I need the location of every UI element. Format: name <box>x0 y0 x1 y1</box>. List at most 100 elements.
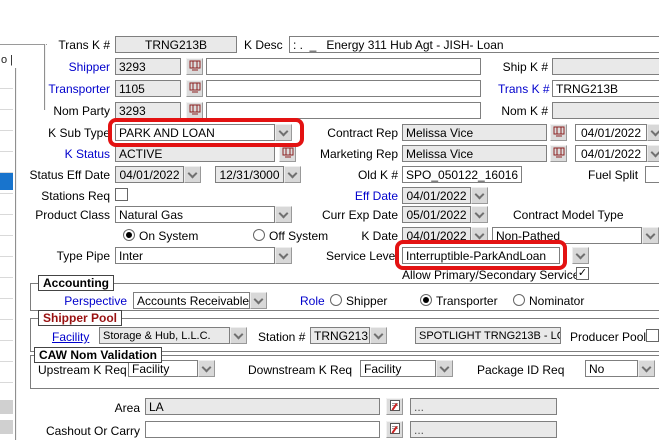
transporter-lookup-button[interactable] <box>186 80 203 97</box>
background-text-fragment: o | <box>1 54 14 66</box>
downstream-k-req-dropdown-button[interactable] <box>436 360 453 377</box>
accounting-groupbox <box>30 283 659 311</box>
marketing-rep-lookup-button[interactable] <box>550 145 567 162</box>
k-date-label: K Date <box>361 229 398 243</box>
area-field[interactable]: LA <box>145 398 380 415</box>
facility-link-label[interactable]: Facility <box>52 330 90 344</box>
perspective-field[interactable]: Accounts Receivable <box>133 292 250 309</box>
facility-field[interactable]: Storage & Hub, L.L.C. <box>99 327 230 344</box>
k-date-dropdown-button[interactable] <box>471 227 488 244</box>
product-class-field[interactable]: Natural Gas <box>115 206 275 223</box>
nom-party-id-field[interactable]: 3293 <box>115 102 181 119</box>
shipper-name-link[interactable]: : Energy, LLC <box>217 74 316 75</box>
contract-rep-date-dropdown-button[interactable] <box>647 124 659 141</box>
status-eff-from-dropdown-button[interactable] <box>184 166 201 183</box>
nom-party-name-link[interactable]: : Energy, LLC <box>217 118 316 119</box>
lookup-icon <box>553 146 565 161</box>
allow-service-checkbox[interactable] <box>576 267 589 280</box>
nom-party-name-field[interactable]: : Energy, LLC <box>206 102 481 119</box>
curr-exp-date-field[interactable]: 05/01/2022 <box>402 206 471 223</box>
contract-rep-label: Contract Rep <box>327 126 398 140</box>
trans-k2-field[interactable]: TRNG213B <box>552 80 659 97</box>
contract-rep-date-field[interactable]: 04/01/2022 <box>575 124 647 141</box>
station-field[interactable]: TRNG213B <box>310 327 370 344</box>
upstream-k-req-field[interactable]: Facility <box>128 360 198 377</box>
k-date-field[interactable]: 04/01/2022 <box>402 227 471 244</box>
transporter-id-field[interactable]: 1105 <box>115 80 181 97</box>
trans-k-field[interactable]: TRNG213B <box>115 36 237 53</box>
marketing-rep-field[interactable]: Melissa Vice <box>402 145 547 162</box>
perspective-dropdown-button[interactable] <box>250 292 267 309</box>
ship-k-field[interactable] <box>552 58 659 75</box>
on-system-radio[interactable] <box>123 229 135 241</box>
old-k-field[interactable]: SPO_050122_16016 <box>402 166 522 183</box>
fuel-split-field[interactable] <box>645 166 659 183</box>
type-pipe-field[interactable]: Inter <box>115 247 275 264</box>
pool-description-field[interactable]: SPOTLIGHT TRNG213B - LOAN PO... <box>415 327 561 344</box>
marketing-rep-label: Marketing Rep <box>319 147 398 161</box>
note-icon <box>389 399 401 415</box>
package-id-req-field[interactable]: No <box>585 360 638 377</box>
k-desc-field[interactable]: : . _ Energy 311 Hub Agt - JISH- Loan <box>289 36 659 53</box>
background-panel-edge-highlight <box>16 68 17 440</box>
status-eff-to-dropdown-button[interactable] <box>284 166 301 183</box>
chevron-down-icon <box>278 208 289 218</box>
area-label: Area <box>114 401 140 415</box>
k-sub-type-field[interactable]: PARK AND LOAN <box>115 124 275 141</box>
type-pipe-dropdown-button[interactable] <box>275 247 292 264</box>
downstream-k-req-field[interactable]: Facility <box>360 360 436 377</box>
role-nominator-radio[interactable] <box>513 294 525 306</box>
k-status-lookup-button[interactable] <box>279 145 296 162</box>
curr-exp-date-dropdown-button[interactable] <box>471 206 488 223</box>
background-selected-row[interactable] <box>0 173 13 190</box>
eff-date-field[interactable]: 04/01/2022 <box>402 187 471 204</box>
note-icon <box>389 422 401 438</box>
cashout-or-carry-field[interactable] <box>145 421 380 438</box>
role-shipper-radio[interactable] <box>330 294 342 306</box>
chevron-down-icon <box>233 329 244 339</box>
contract-model-field[interactable]: Non-Pathed <box>492 227 642 244</box>
perspective-label: Perspective <box>64 294 127 308</box>
shipper-name-field[interactable]: : Energy, LLC <box>206 58 481 75</box>
k-desc-label: K Desc <box>244 38 283 52</box>
background-grid-rows <box>0 68 13 440</box>
nom-party-lookup-button[interactable] <box>186 102 203 119</box>
off-system-radio[interactable] <box>253 229 265 241</box>
k-sub-type-dropdown-button[interactable] <box>275 124 292 141</box>
facility-dropdown-button[interactable] <box>230 327 247 344</box>
transporter-name-field[interactable]: Storage & Hub, L.L.C. <box>206 80 481 97</box>
caw-group-title: CAW Nom Validation <box>34 347 163 363</box>
lookup-icon <box>553 125 565 140</box>
station-dropdown-button[interactable] <box>370 327 387 344</box>
shipper-id-field[interactable]: 3293 <box>115 58 181 75</box>
shipper-label: Shipper <box>68 60 110 74</box>
marketing-rep-date-field[interactable]: 04/01/2022 <box>575 145 647 162</box>
service-level-field[interactable]: Interruptible-ParkAndLoan <box>402 247 560 264</box>
transporter-name-link[interactable]: Storage & Hub, L.L.C. <box>217 96 334 97</box>
product-class-dropdown-button[interactable] <box>275 206 292 223</box>
contract-rep-lookup-button[interactable] <box>550 124 567 141</box>
package-id-req-dropdown-button[interactable] <box>638 360 655 377</box>
nom-k-field[interactable] <box>552 102 659 119</box>
caw-groupbox <box>30 355 659 389</box>
shipper-lookup-button[interactable] <box>186 58 203 75</box>
status-eff-from-field[interactable]: 04/01/2022 <box>115 166 184 183</box>
k-status-field[interactable]: ACTIVE <box>115 145 275 162</box>
service-level-dropdown-button[interactable] <box>572 247 589 264</box>
eff-date-dropdown-button[interactable] <box>471 187 488 204</box>
stations-req-checkbox[interactable] <box>115 188 128 201</box>
upstream-k-req-dropdown-button[interactable] <box>198 360 215 377</box>
status-eff-to-field[interactable]: 12/31/3000 <box>215 166 284 183</box>
background-panel-edge <box>15 68 16 440</box>
cashout-desc-field[interactable]: ... <box>410 421 557 438</box>
chevron-down-icon <box>253 294 264 304</box>
area-desc-field[interactable]: ... <box>410 398 557 415</box>
marketing-rep-date-dropdown-button[interactable] <box>647 145 659 162</box>
contract-model-dropdown-button[interactable] <box>642 227 659 244</box>
cashout-note-button[interactable] <box>386 421 403 438</box>
producer-pool-checkbox[interactable] <box>646 329 659 342</box>
contract-rep-field[interactable]: Melissa Vice <box>402 124 547 141</box>
role-transporter-radio[interactable] <box>420 294 432 306</box>
area-note-button[interactable] <box>386 398 403 415</box>
